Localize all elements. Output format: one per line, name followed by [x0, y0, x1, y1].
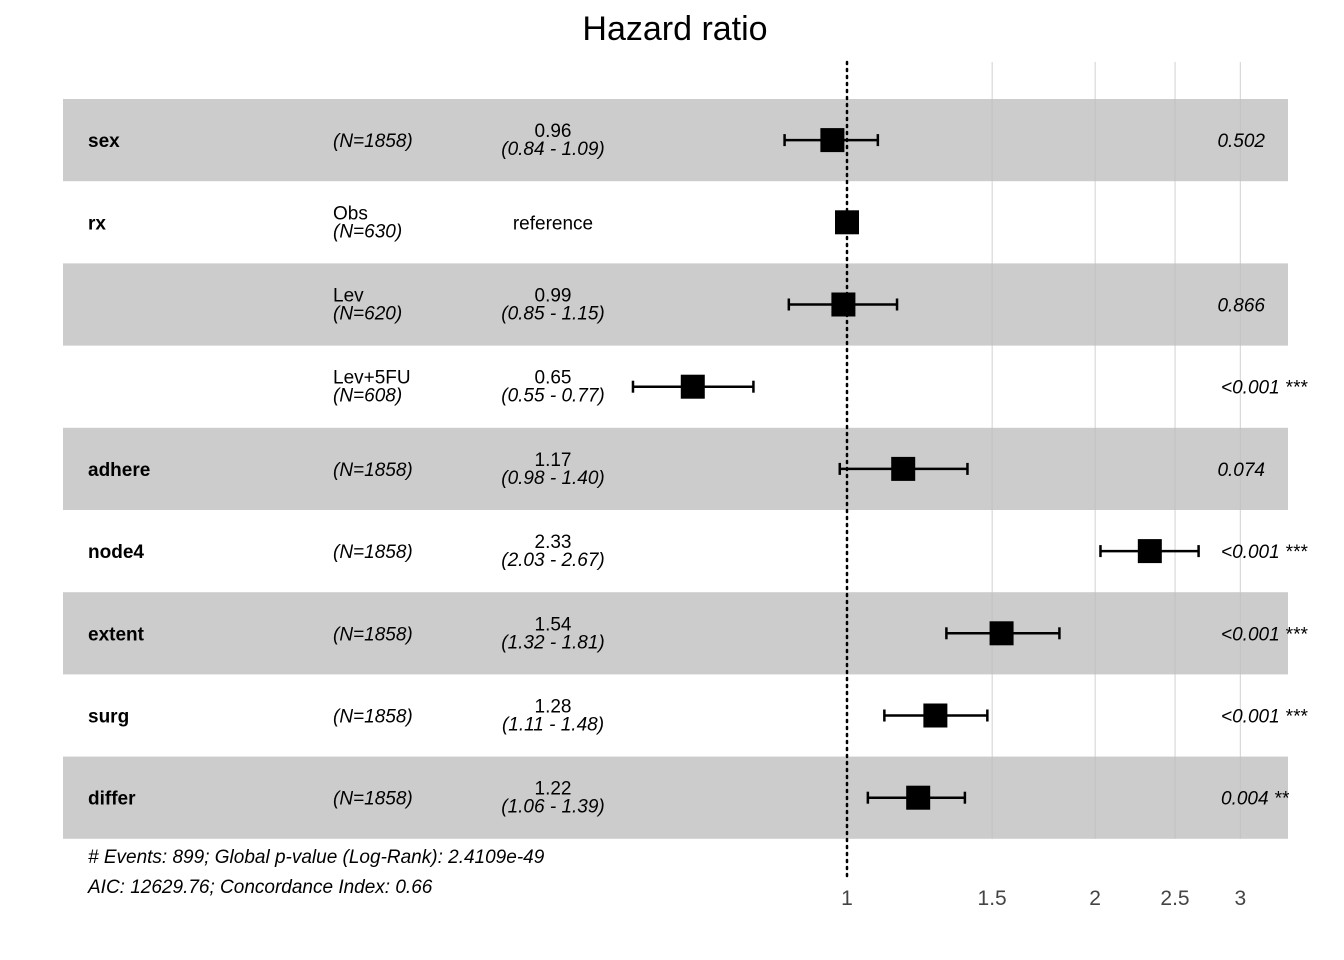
footnote-aic: AIC: 12629.76; Concordance Index: 0.66 — [87, 877, 433, 898]
n-label: (N=1858) — [333, 624, 413, 645]
level-label: Lev+5FU — [333, 368, 411, 389]
hr-value: 1.17 — [535, 450, 572, 471]
p-value: 0.502 — [1217, 131, 1265, 152]
row-bands — [63, 99, 1288, 839]
level-label: Obs — [333, 203, 368, 224]
variable-label: rx — [88, 213, 106, 234]
hr-point — [906, 785, 931, 810]
n-label: (N=620) — [333, 304, 402, 325]
hr-value: 0.99 — [535, 286, 572, 307]
x-axis-ticks: 1 1.5 2 2.5 3 — [841, 887, 1246, 910]
hr-value: 1.54 — [535, 614, 572, 635]
hr-value: 0.96 — [535, 121, 572, 142]
level-label: Lev — [333, 286, 364, 307]
hr-value: 0.65 — [535, 368, 572, 389]
ci-value: (1.32 - 1.81) — [501, 632, 605, 653]
hr-point — [923, 703, 948, 728]
x-tick-label: 1.5 — [978, 887, 1007, 910]
ci-value: (2.03 - 2.67) — [501, 550, 605, 571]
hr-point — [891, 456, 916, 481]
row-band — [63, 263, 1288, 346]
n-label: (N=1858) — [333, 131, 413, 152]
n-label: (N=1858) — [333, 542, 413, 563]
ci-value: (0.55 - 0.77) — [501, 386, 605, 407]
hr-point — [989, 621, 1014, 646]
x-tick-label: 1 — [841, 887, 853, 910]
footnote-events: # Events: 899; Global p-value (Log-Rank)… — [88, 847, 545, 868]
chart-title: Hazard ratio — [582, 10, 767, 48]
x-tick-label: 2.5 — [1160, 887, 1189, 910]
variable-label: node4 — [88, 542, 144, 563]
variable-label: differ — [88, 789, 136, 810]
variable-label: sex — [88, 131, 120, 152]
hr-point — [680, 374, 705, 399]
p-value: 0.004 ** — [1221, 789, 1289, 810]
gridlines — [991, 62, 1241, 839]
hr-point — [1137, 539, 1162, 564]
n-label: (N=630) — [333, 221, 402, 242]
p-value: <0.001 *** — [1221, 378, 1308, 399]
hr-value: reference — [513, 213, 593, 234]
row-band — [63, 427, 1288, 510]
p-value: 0.866 — [1217, 296, 1265, 317]
n-label: (N=608) — [333, 386, 402, 407]
x-tick-label: 2 — [1089, 887, 1101, 910]
hr-point — [835, 210, 859, 235]
p-value: <0.001 *** — [1221, 624, 1308, 645]
p-value: 0.074 — [1217, 460, 1265, 481]
ci-value: (1.06 - 1.39) — [501, 797, 605, 818]
hr-point — [820, 128, 845, 153]
row-band — [63, 756, 1288, 839]
ci-value: (0.98 - 1.40) — [501, 468, 605, 489]
hr-value: 2.33 — [535, 532, 572, 553]
hr-point — [831, 292, 856, 317]
hr-value: 1.22 — [535, 779, 572, 800]
p-value: <0.001 *** — [1221, 707, 1308, 728]
ci-value: (0.84 - 1.09) — [501, 139, 605, 160]
row-band — [63, 99, 1288, 182]
n-label: (N=1858) — [333, 460, 413, 481]
x-tick-label: 3 — [1234, 887, 1246, 910]
variable-label: surg — [88, 707, 129, 728]
ci-value: (1.11 - 1.48) — [502, 715, 604, 736]
estimate-marks — [631, 128, 1200, 810]
variable-label: adhere — [88, 460, 150, 481]
hr-value: 1.28 — [535, 697, 572, 718]
ci-value: (0.85 - 1.15) — [501, 304, 605, 325]
n-label: (N=1858) — [333, 789, 413, 810]
row-band — [63, 592, 1288, 675]
p-value: <0.001 *** — [1221, 542, 1308, 563]
variable-label: extent — [88, 624, 145, 645]
n-label: (N=1858) — [333, 707, 413, 728]
